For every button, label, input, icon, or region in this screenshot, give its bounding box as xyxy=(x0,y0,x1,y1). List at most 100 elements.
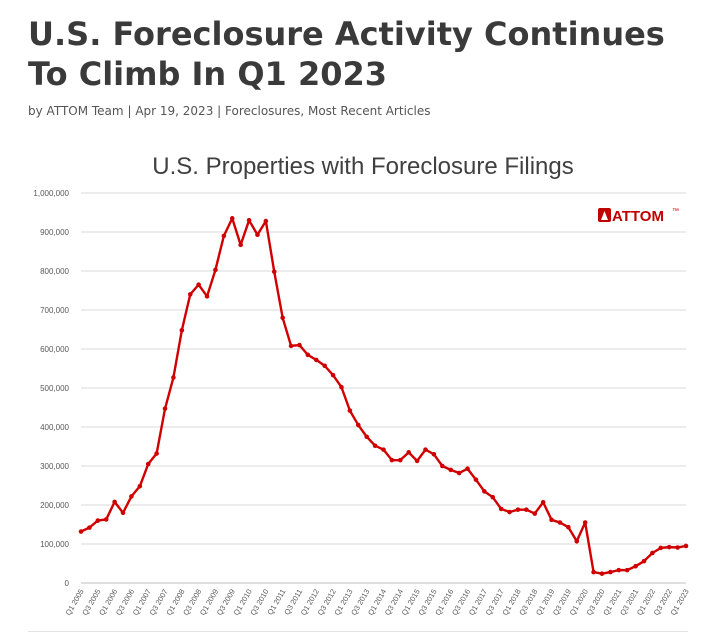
article-meta: by ATTOM Team | Apr 19, 2023 | Foreclosu… xyxy=(28,104,430,118)
series-line xyxy=(79,217,688,575)
data-point xyxy=(162,406,168,411)
data-point xyxy=(658,545,664,551)
data-point xyxy=(524,507,529,512)
data-point xyxy=(398,457,403,463)
meta-separator: | xyxy=(127,104,132,118)
data-point xyxy=(297,342,302,348)
y-tick-label: 200,000 xyxy=(40,501,69,510)
data-point xyxy=(263,218,269,224)
data-point xyxy=(154,451,159,456)
data-point xyxy=(582,520,588,525)
data-point xyxy=(633,563,638,569)
y-tick-label: 600,000 xyxy=(40,345,69,354)
data-point xyxy=(322,363,327,369)
data-point xyxy=(498,506,504,512)
y-tick-label: 400,000 xyxy=(40,423,69,432)
data-point xyxy=(112,499,117,505)
data-point xyxy=(355,422,361,428)
data-point xyxy=(204,294,210,299)
article-title: U.S. Foreclosure Activity Continues To C… xyxy=(28,15,665,93)
y-tick-label: 0 xyxy=(65,579,70,588)
y-tick-label: 1,000,000 xyxy=(33,189,69,198)
bottom-divider xyxy=(28,631,688,632)
data-point xyxy=(364,434,369,440)
data-point xyxy=(137,483,143,489)
data-point xyxy=(515,507,521,512)
data-point xyxy=(78,529,84,534)
y-tick-label: 300,000 xyxy=(40,462,69,471)
data-point xyxy=(608,569,613,575)
article-date: Apr 19, 2023 xyxy=(135,104,214,118)
data-point xyxy=(574,538,580,544)
data-point xyxy=(330,372,336,378)
data-point xyxy=(599,571,605,576)
data-point xyxy=(103,517,109,522)
data-point xyxy=(431,452,437,457)
attom-logo: ATTOM ™ xyxy=(598,208,679,225)
chart-title: U.S. Properties with Foreclosure Filings xyxy=(152,153,573,180)
data-point xyxy=(566,524,571,530)
gridlines xyxy=(81,192,686,545)
data-point xyxy=(372,443,378,449)
data-point xyxy=(229,216,235,221)
attom-logo-mark-icon xyxy=(598,208,611,222)
data-point xyxy=(473,477,479,482)
data-point xyxy=(196,282,201,287)
data-point xyxy=(238,242,243,248)
data-point xyxy=(347,408,353,413)
data-point xyxy=(532,511,538,516)
data-point xyxy=(179,327,185,333)
data-point xyxy=(187,292,193,297)
data-point xyxy=(675,545,680,550)
data-point xyxy=(540,499,546,505)
data-point xyxy=(313,357,319,363)
foreclosure-line-chart: U.S. Properties with Foreclosure Filings… xyxy=(33,153,691,617)
attom-logo-text: ATTOM xyxy=(612,208,664,225)
data-point xyxy=(616,567,622,573)
data-point xyxy=(423,447,428,452)
data-point xyxy=(624,567,630,573)
data-point xyxy=(221,233,227,239)
y-tick-label: 800,000 xyxy=(40,267,69,276)
data-point xyxy=(339,384,344,390)
category-links[interactable]: Foreclosures, Most Recent Articles xyxy=(225,104,431,118)
data-point xyxy=(305,352,311,358)
attom-trademark: ™ xyxy=(672,208,679,215)
data-point xyxy=(87,525,92,530)
data-point xyxy=(381,447,386,452)
data-point xyxy=(666,544,672,550)
data-point xyxy=(683,543,689,549)
data-point xyxy=(549,517,554,523)
y-tick-label: 500,000 xyxy=(40,384,69,393)
data-point xyxy=(171,375,176,380)
data-point xyxy=(557,520,563,525)
meta-separator: | xyxy=(217,104,222,118)
data-point xyxy=(465,466,470,472)
data-point xyxy=(448,467,454,473)
y-tick-label: 100,000 xyxy=(40,540,69,549)
author-link[interactable]: ATTOM Team xyxy=(46,104,124,118)
data-point xyxy=(255,232,260,238)
data-point xyxy=(650,550,655,556)
data-point xyxy=(641,558,647,564)
y-tick-label: 900,000 xyxy=(40,228,69,237)
data-point xyxy=(95,518,101,523)
byline-prefix: by xyxy=(28,104,43,118)
data-point xyxy=(406,450,412,455)
data-point xyxy=(490,494,496,500)
data-point xyxy=(440,463,445,469)
chart-figure: U.S. Properties with Foreclosure Filings… xyxy=(0,140,716,642)
data-point xyxy=(120,510,126,516)
data-point xyxy=(271,269,277,275)
data-point xyxy=(288,343,294,349)
y-tick-label: 700,000 xyxy=(40,306,69,315)
data-point xyxy=(145,461,151,467)
y-axis-tick-labels: 0 100,000 200,000 300,000 400,000 500,000 600,… xyxy=(33,189,69,588)
data-point xyxy=(414,458,420,464)
data-point xyxy=(456,470,462,476)
data-point xyxy=(482,489,487,494)
data-point xyxy=(246,218,252,223)
series-group xyxy=(78,216,689,576)
data-point xyxy=(389,457,395,463)
